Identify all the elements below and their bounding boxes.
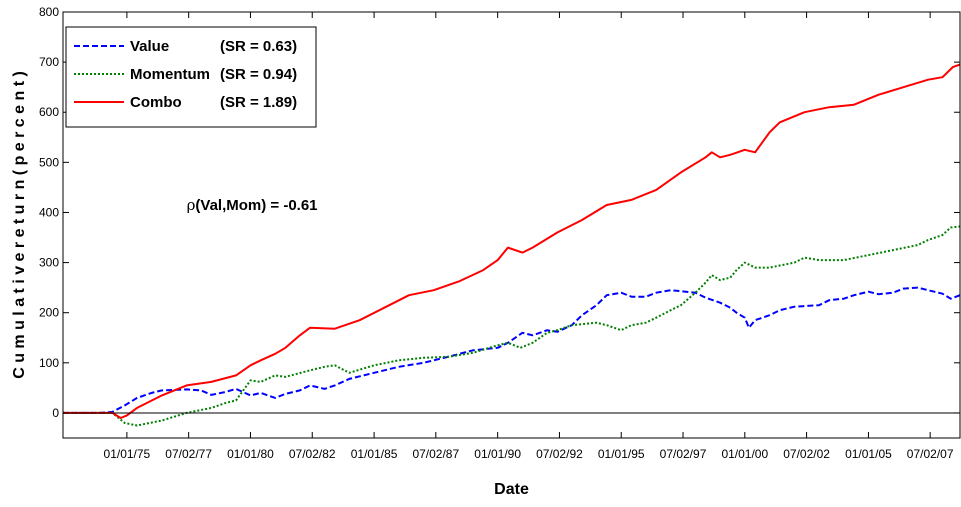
rho-symbol: ρ: [187, 196, 196, 214]
series-lines: [63, 63, 961, 427]
legend-label: Value: [130, 38, 169, 55]
x-tick-label: 07/02/07: [907, 447, 954, 461]
plot-frame: [62, 11, 961, 439]
y-tick-label: 400: [39, 205, 59, 219]
tick-marks: 0 100 200 300 400 500 600 700 800 01/01/75 07/02/7…: [39, 5, 960, 461]
legend-sr-label: (SR = 1.89): [220, 94, 297, 111]
y-tick-label: 700: [39, 55, 59, 69]
y-tick-label: 0: [52, 406, 59, 420]
x-tick-label: 07/02/02: [783, 447, 830, 461]
x-tick-label: 07/02/92: [536, 447, 583, 461]
y-tick-label: 100: [39, 356, 59, 370]
y-tick-label: 300: [39, 256, 59, 270]
y-axis-label: C u m u l a t i v e r e t u r n ( p e r …: [11, 71, 28, 379]
legend-label: Momentum: [130, 66, 210, 83]
x-tick-label: 07/02/82: [289, 447, 336, 461]
x-axis-label: Date: [494, 481, 529, 498]
legend-sr-label: (SR = 0.63): [220, 38, 297, 55]
x-tick-label: 01/01/75: [104, 447, 151, 461]
x-tick-label: 01/01/80: [227, 447, 274, 461]
series-line-momentum: [63, 225, 961, 427]
y-tick-label: 200: [39, 306, 59, 320]
legend: Value (SR = 0.63) Momentum (SR = 0.94) Combo…: [65, 26, 317, 128]
annotations: ρ(Val,Mom) = -0.61: [187, 196, 318, 214]
annotation-text: (Val,Mom) = -0.61: [195, 197, 317, 214]
x-tick-label: 01/01/95: [598, 447, 645, 461]
axes: [62, 11, 961, 439]
legend-sr-label: (SR = 0.94): [220, 66, 297, 83]
x-tick-label: 01/01/90: [474, 447, 521, 461]
legend-box: [65, 26, 317, 128]
series-line-value: [63, 286, 961, 414]
x-tick-label: 07/02/77: [165, 447, 212, 461]
x-tick-label: 07/02/97: [660, 447, 707, 461]
x-tick-label: 01/01/00: [721, 447, 768, 461]
y-tick-label: 500: [39, 155, 59, 169]
series-line-combo: [63, 63, 961, 419]
correlation-annotation: ρ(Val,Mom) = -0.61: [187, 196, 318, 214]
y-tick-label: 800: [39, 5, 59, 19]
x-tick-label: 01/01/85: [351, 447, 398, 461]
y-tick-label: 600: [39, 105, 59, 119]
x-tick-label: 07/02/87: [412, 447, 459, 461]
legend-label: Combo: [130, 94, 182, 111]
x-tick-label: 01/01/05: [845, 447, 892, 461]
